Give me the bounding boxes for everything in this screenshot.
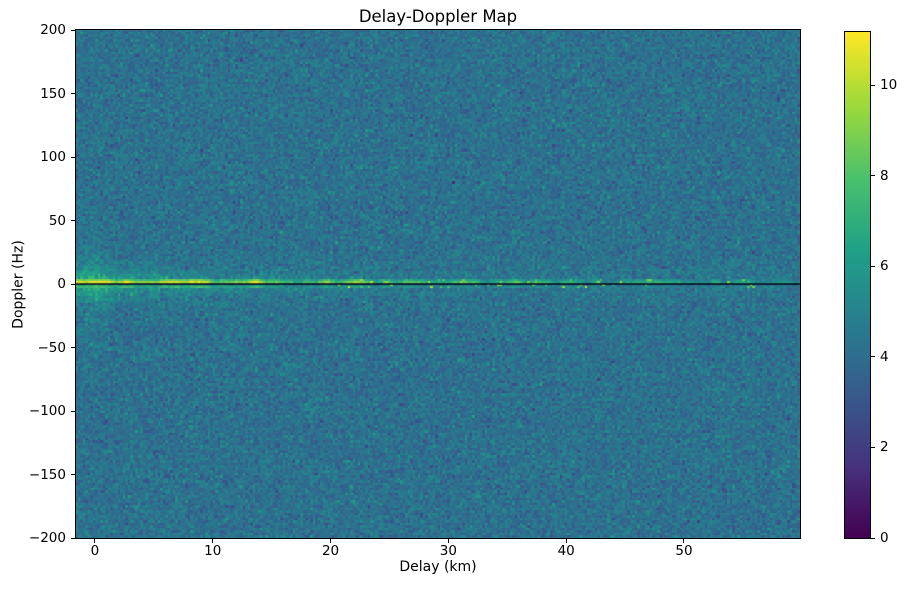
colorbar-tick-mark <box>871 175 875 177</box>
y-tick-label: 200 <box>40 22 66 38</box>
x-tick-mark <box>447 539 449 543</box>
x-tick-label: 0 <box>90 543 100 559</box>
x-tick-mark <box>330 539 332 543</box>
colorbar-tick-label: 8 <box>880 167 889 184</box>
x-tick-label: 50 <box>675 543 693 559</box>
y-tick-mark <box>71 220 75 221</box>
colorbar-tick-label: 10 <box>880 77 898 94</box>
y-tick-mark <box>71 29 75 31</box>
y-tick-mark <box>71 410 75 412</box>
heatmap-image <box>76 30 800 538</box>
x-tick-label: 30 <box>439 543 457 559</box>
x-tick-label: 20 <box>321 543 340 559</box>
x-tick-mark <box>212 539 214 543</box>
colorbar-gradient <box>845 32 870 538</box>
x-tick-label: 40 <box>557 543 575 559</box>
x-axis-label: Delay (km) <box>399 559 477 575</box>
chart-title: Delay-Doppler Map <box>358 7 518 26</box>
y-tick-mark <box>71 474 75 475</box>
y-tick-label: 0 <box>57 276 66 292</box>
y-tick-label: −200 <box>28 530 66 546</box>
y-tick-label: 100 <box>40 149 66 165</box>
y-tick-mark <box>71 347 75 348</box>
y-tick-mark <box>71 93 75 94</box>
colorbar-tick-mark <box>871 446 875 448</box>
y-tick-mark <box>71 283 75 285</box>
colorbar-tick-mark <box>871 356 875 358</box>
colorbar-tick-label: 2 <box>880 439 889 456</box>
y-tick-mark <box>71 537 75 539</box>
colorbar-tick-mark <box>871 265 875 267</box>
plot-area <box>75 29 801 539</box>
colorbar <box>844 31 871 539</box>
x-tick-mark <box>94 539 96 543</box>
y-tick-label: −100 <box>28 403 66 419</box>
colorbar-tick-mark <box>871 84 875 86</box>
colorbar-tick-mark <box>871 537 875 539</box>
colorbar-tick-label: 4 <box>880 348 889 365</box>
x-tick-mark <box>565 539 567 543</box>
y-tick-label: −150 <box>28 466 66 483</box>
y-tick-mark <box>71 156 75 158</box>
y-tick-label: 150 <box>40 85 66 102</box>
x-tick-mark <box>683 539 685 543</box>
colorbar-tick-label: 0 <box>880 530 889 546</box>
colorbar-tick-label: 6 <box>880 258 889 275</box>
y-tick-label: 50 <box>48 212 66 229</box>
x-tick-label: 10 <box>204 543 222 559</box>
y-tick-label: −50 <box>37 339 67 356</box>
